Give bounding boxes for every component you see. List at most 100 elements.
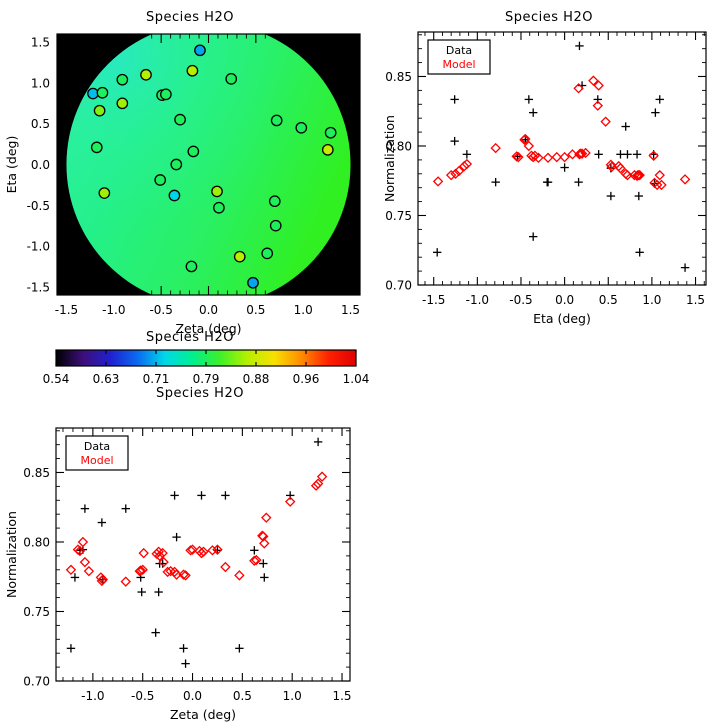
model-point: [523, 140, 535, 152]
eta-scatter-panel: Species H2O -1.5 -1.0 -0.5 0.0 0.5 1.0 1.5 0.70…: [378, 0, 720, 330]
model-point: [187, 544, 198, 555]
svg-text:Data: Data: [84, 440, 110, 453]
model-point: [310, 480, 322, 491]
model-point: [207, 545, 218, 556]
svg-text:Model: Model: [80, 454, 113, 467]
map-marker: [185, 260, 198, 273]
svg-text:0.63: 0.63: [93, 372, 120, 386]
svg-text:Normalization: Normalization: [382, 115, 397, 202]
legend-box: [427, 39, 491, 75]
svg-text:0.80: 0.80: [23, 535, 50, 549]
model-point: [154, 550, 165, 562]
svg-text:0.5: 0.5: [599, 293, 618, 307]
model-point: [551, 151, 562, 163]
model-point: [74, 545, 86, 557]
svg-text:0.96: 0.96: [293, 372, 320, 386]
map-marker: [233, 250, 246, 263]
series-model: [432, 75, 691, 191]
model-point: [533, 152, 544, 164]
colorbar-panel: Species H2O 0.54 0.63 0.71 0.79 0.88 0.96 1.04: [0, 330, 380, 390]
map-marker: [261, 247, 274, 260]
model-point: [312, 478, 324, 489]
svg-text:0.79: 0.79: [193, 372, 220, 386]
svg-text:-1.0: -1.0: [81, 689, 104, 703]
model-point: [79, 556, 91, 568]
svg-text:-1.5: -1.5: [422, 293, 445, 307]
model-point: [83, 565, 95, 577]
model-point: [137, 564, 148, 576]
svg-text:0.75: 0.75: [23, 605, 50, 619]
model-point: [559, 151, 570, 163]
map-plot: -1.5 -1.0 -0.5 0.0 0.5 1.0 1.5 -1.5 -1.0 -0.5 0.0 0…: [4, 33, 361, 336]
colorbar: 0.54 0.63 0.71 0.79 0.88 0.96 1.04: [43, 349, 369, 386]
model-point: [432, 176, 444, 187]
model-point: [212, 544, 223, 555]
map-title: Species H2O: [146, 10, 234, 25]
svg-text:-1.0: -1.0: [27, 240, 50, 254]
model-point: [654, 169, 665, 181]
model-point: [605, 159, 617, 170]
eta-scatter-plot: -1.5 -1.0 -0.5 0.0 0.5 1.0 1.5 0.70 0.75 0.80 0.85…: [382, 31, 707, 326]
model-point: [162, 566, 173, 578]
svg-text:0.85: 0.85: [385, 70, 412, 84]
map-marker: [154, 174, 167, 186]
map-marker: [96, 86, 109, 99]
model-point: [511, 151, 522, 162]
model-point: [284, 496, 296, 507]
model-point: [165, 565, 176, 577]
map-marker: [295, 121, 308, 134]
map-marker: [247, 276, 259, 289]
zeta-scatter-plot: -1.0 -0.5 0.0 0.5 1.0 1.5 0.70 0.75 0.80 0.85 Data…: [4, 427, 352, 722]
svg-text:Eta (deg): Eta (deg): [4, 136, 19, 194]
svg-text:-1.0: -1.0: [466, 293, 489, 307]
svg-text:0.0: 0.0: [199, 303, 218, 317]
model-point: [615, 163, 626, 174]
model-point: [65, 564, 77, 576]
model-point: [158, 556, 169, 568]
model-point: [171, 569, 182, 580]
svg-text:0.88: 0.88: [243, 372, 270, 386]
map-panel: Species H2O -1.5 -1.0 -0.5 0.0 0.5 1.0 1.5 -1.5…: [0, 0, 380, 336]
model-point: [520, 133, 531, 145]
model-point: [634, 169, 645, 181]
svg-text:0.71: 0.71: [143, 372, 170, 386]
svg-text:1.5: 1.5: [341, 303, 360, 317]
series-model: [65, 471, 328, 587]
model-point: [259, 538, 270, 549]
model-point: [490, 142, 501, 154]
model-point: [580, 147, 591, 159]
model-point: [576, 148, 588, 159]
svg-text:-0.5: -0.5: [509, 293, 532, 307]
svg-text:Data: Data: [446, 44, 472, 57]
svg-text:-0.5: -0.5: [149, 303, 172, 317]
zeta-scatter-panel: Species H2O -1.0 -0.5 0.0 0.5 1.0 1.5 0.70 0.75…: [0, 386, 380, 722]
map-marker: [87, 87, 99, 100]
svg-text:0.5: 0.5: [246, 303, 265, 317]
svg-text:Normalization: Normalization: [4, 511, 19, 598]
svg-text:-1.5: -1.5: [27, 280, 50, 294]
model-point: [178, 569, 189, 580]
svg-text:1.5: 1.5: [686, 293, 705, 307]
model-point: [445, 169, 457, 181]
svg-text:Zeta (deg): Zeta (deg): [175, 321, 241, 336]
svg-text:-1.0: -1.0: [102, 303, 125, 317]
model-point: [592, 100, 604, 111]
model-point: [261, 512, 272, 523]
model-point: [453, 165, 465, 177]
svg-text:1.0: 1.0: [283, 689, 302, 703]
map-marker: [160, 88, 172, 101]
map-marker: [168, 189, 181, 202]
map-marker: [186, 64, 199, 77]
map-marker: [116, 73, 129, 86]
model-point: [542, 152, 554, 164]
map-marker: [270, 114, 283, 127]
model-point: [135, 565, 146, 576]
map-marker: [321, 143, 334, 156]
svg-text:-1.5: -1.5: [55, 303, 78, 317]
svg-text:0.75: 0.75: [385, 209, 412, 223]
svg-text:1.5: 1.5: [332, 689, 351, 703]
model-point: [220, 561, 231, 573]
svg-text:-0.5: -0.5: [27, 199, 50, 213]
model-point: [573, 83, 584, 94]
model-point: [461, 158, 473, 170]
